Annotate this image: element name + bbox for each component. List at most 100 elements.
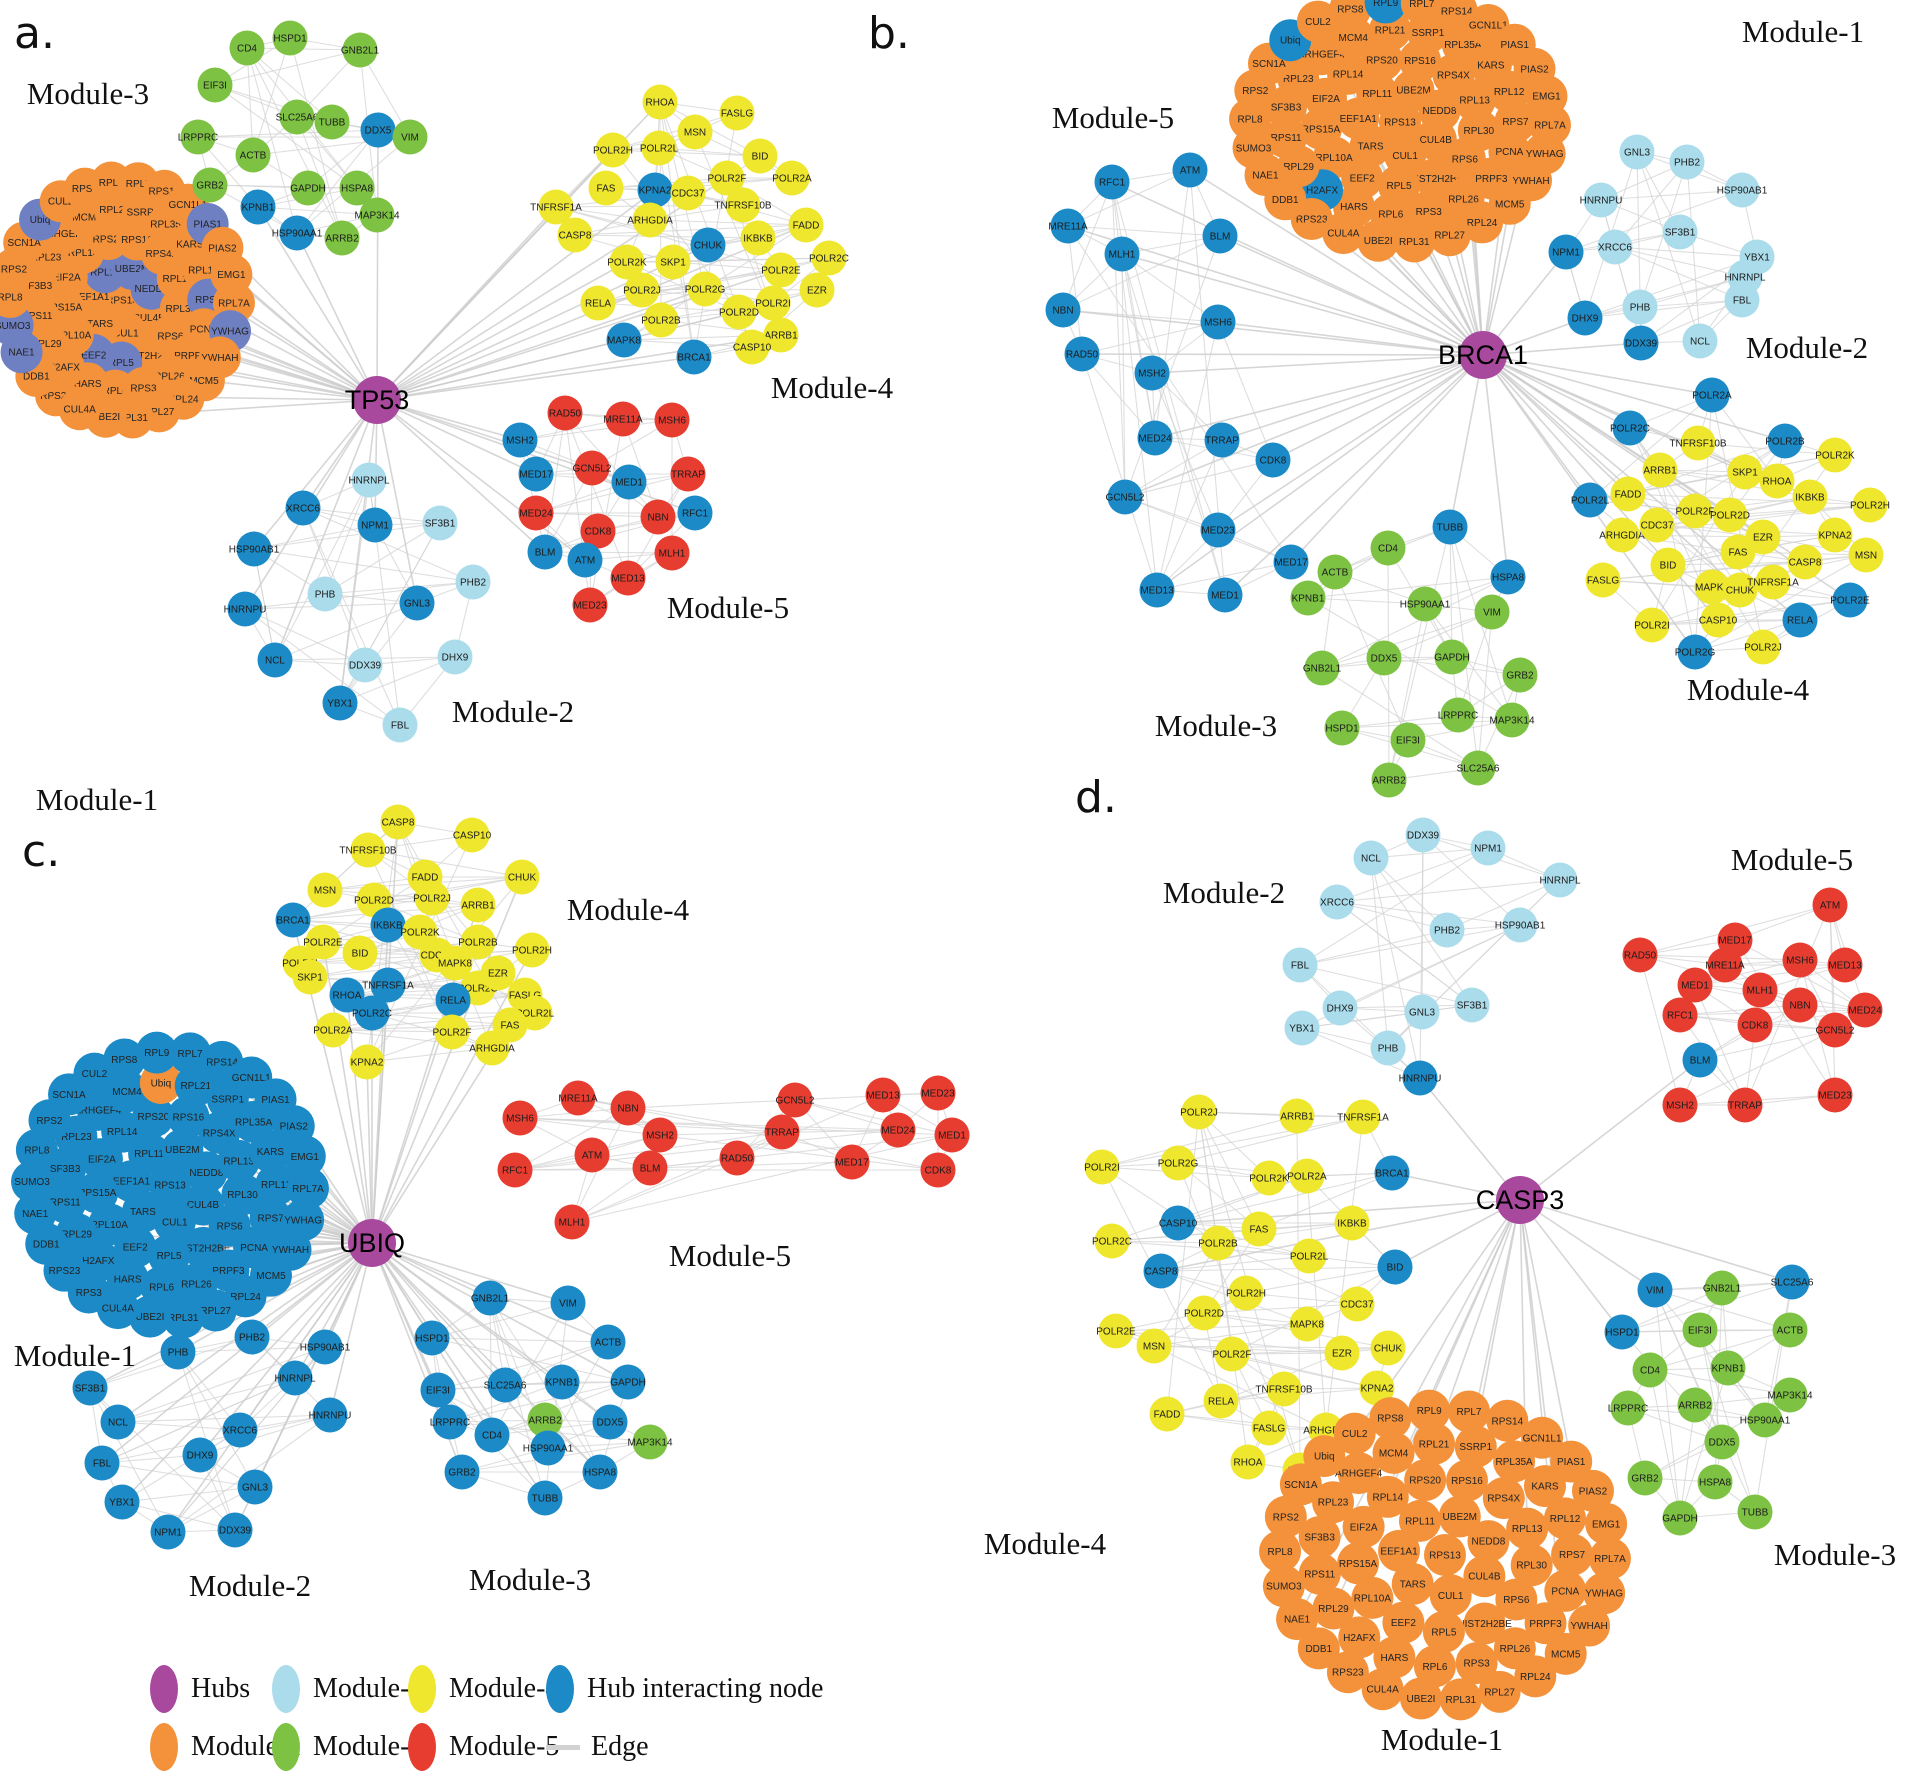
node-EIF2A[interactable]: EIF2A bbox=[1342, 1505, 1385, 1548]
node-NAE1[interactable]: NAE1 bbox=[14, 1192, 57, 1235]
node-CUL4B[interactable]: CUL4B bbox=[1463, 1555, 1506, 1598]
node-MSH2[interactable]: MSH2 bbox=[502, 422, 538, 458]
node-RPL12[interactable]: RPL12 bbox=[255, 1163, 298, 1206]
node-CUL4A[interactable]: CUL4A bbox=[1322, 212, 1365, 255]
node-BLM[interactable]: BLM bbox=[632, 1150, 668, 1186]
node-PHB2[interactable]: PHB2 bbox=[1669, 144, 1705, 180]
node-GNB2L1[interactable]: GNB2L1 bbox=[1703, 1270, 1742, 1306]
node-MED17[interactable]: MED17 bbox=[1273, 544, 1309, 580]
node-RPL35A[interactable]: RPL35A bbox=[1493, 1440, 1536, 1483]
node-GRB2[interactable]: GRB2 bbox=[1502, 657, 1538, 693]
node-POLR2D[interactable]: POLR2D bbox=[1184, 1295, 1224, 1331]
node-NEDD8[interactable]: NEDD8 bbox=[1467, 1520, 1510, 1563]
node-KPNA2[interactable]: KPNA2 bbox=[349, 1044, 385, 1080]
node-ACTB[interactable]: ACTB bbox=[1772, 1312, 1808, 1348]
node-FAS[interactable]: FAS bbox=[1241, 1211, 1277, 1247]
node-ARHGEF4[interactable]: ARHGEF4 bbox=[1335, 1452, 1383, 1495]
hub-BRCA1[interactable]: BRCA1 bbox=[1438, 331, 1528, 379]
node-CUL4A[interactable]: CUL4A bbox=[1361, 1668, 1404, 1711]
node-ARRB2[interactable]: ARRB2 bbox=[324, 220, 360, 256]
node-HNRNPL[interactable]: HNRNPL bbox=[348, 462, 390, 498]
node-ARHGDIA[interactable]: ARHGDIA bbox=[469, 1030, 515, 1066]
node-POLR2J[interactable]: POLR2J bbox=[413, 880, 451, 916]
node-ARRB1[interactable]: ARRB1 bbox=[1279, 1098, 1315, 1134]
node-POLR2F[interactable]: POLR2F bbox=[1213, 1336, 1252, 1372]
node-BID[interactable]: BID bbox=[1377, 1249, 1413, 1285]
node-POLR2B[interactable]: POLR2B bbox=[1198, 1225, 1238, 1261]
node-MED1[interactable]: MED1 bbox=[934, 1117, 970, 1153]
node-EEF1A1[interactable]: EEF1A1 bbox=[1378, 1529, 1421, 1572]
node-CUL1[interactable]: CUL1 bbox=[1429, 1574, 1472, 1617]
node-BID[interactable]: BID bbox=[1650, 547, 1686, 583]
node-KPNA2[interactable]: KPNA2 bbox=[637, 172, 673, 208]
node-CASP8[interactable]: CASP8 bbox=[1143, 1253, 1179, 1289]
node-RELA[interactable]: RELA bbox=[1203, 1383, 1239, 1419]
node-SUMO3[interactable]: SUMO3 bbox=[11, 1160, 54, 1203]
node-HSP90AA1[interactable]: HSP90AA1 bbox=[523, 1430, 574, 1466]
node-MED17[interactable]: MED17 bbox=[834, 1144, 870, 1180]
node-POLR2L[interactable]: POLR2L bbox=[640, 130, 679, 166]
node-RPS14[interactable]: RPS14 bbox=[1486, 1399, 1529, 1442]
node-RPL9[interactable]: RPL9 bbox=[1364, 0, 1407, 24]
node-NPM1[interactable]: NPM1 bbox=[1548, 234, 1584, 270]
node-RAD50[interactable]: RAD50 bbox=[719, 1140, 755, 1176]
node-TNFRSF1A[interactable]: TNFRSF1A bbox=[362, 967, 414, 1003]
node-DDB1[interactable]: DDB1 bbox=[1297, 1627, 1340, 1670]
node-RPL31[interactable]: RPL31 bbox=[1393, 220, 1436, 263]
node-GCN5L2[interactable]: GCN5L2 bbox=[1816, 1012, 1855, 1048]
node-POLR2E[interactable]: POLR2E bbox=[1096, 1313, 1136, 1349]
node-ATM[interactable]: ATM bbox=[1172, 152, 1208, 188]
node-FASLG[interactable]: FASLG bbox=[719, 95, 755, 131]
node-BLM[interactable]: BLM bbox=[527, 534, 563, 570]
node-RPL8[interactable]: RPL8 bbox=[1259, 1530, 1302, 1573]
node-FBL[interactable]: FBL bbox=[382, 707, 418, 743]
node-YWHAG[interactable]: YWHAG bbox=[1583, 1572, 1626, 1615]
node-VIM[interactable]: VIM bbox=[392, 119, 428, 155]
node-SF3B1[interactable]: SF3B1 bbox=[1454, 987, 1490, 1023]
node-HSPD1[interactable]: HSPD1 bbox=[1604, 1314, 1640, 1350]
node-RPL6[interactable]: RPL6 bbox=[1413, 1645, 1456, 1688]
node-PIAS1[interactable]: PIAS1 bbox=[1550, 1440, 1593, 1483]
node-RFC1[interactable]: RFC1 bbox=[1662, 997, 1698, 1033]
node-ARRB2[interactable]: ARRB2 bbox=[527, 1402, 563, 1438]
node-MAP3K14[interactable]: MAP3K14 bbox=[1767, 1377, 1813, 1413]
node-HSPD1[interactable]: HSPD1 bbox=[414, 1320, 450, 1356]
node-BID[interactable]: BID bbox=[342, 935, 378, 971]
node-RELA[interactable]: RELA bbox=[435, 982, 471, 1018]
node-MAP3K14[interactable]: MAP3K14 bbox=[627, 1424, 673, 1460]
node-RHOA[interactable]: RHOA bbox=[642, 84, 678, 120]
node-ARRB1[interactable]: ARRB1 bbox=[1642, 452, 1678, 488]
node-POLR2C[interactable]: POLR2C bbox=[352, 995, 392, 1031]
node-MSH2[interactable]: MSH2 bbox=[642, 1117, 678, 1153]
node-MSN[interactable]: MSN bbox=[1136, 1328, 1172, 1364]
node-EIF3I[interactable]: EIF3I bbox=[1390, 722, 1426, 758]
node-POLR2K[interactable]: POLR2K bbox=[1815, 437, 1855, 473]
node-RPS7[interactable]: RPS7 bbox=[1551, 1533, 1594, 1576]
node-ATM[interactable]: ATM bbox=[574, 1137, 610, 1173]
node-RPS15A[interactable]: RPS15A bbox=[1337, 1542, 1380, 1585]
node-HARS[interactable]: HARS bbox=[1373, 1636, 1416, 1679]
node-CDC37[interactable]: CDC37 bbox=[670, 175, 706, 211]
node-RPL27[interactable]: RPL27 bbox=[1428, 214, 1471, 257]
node-CD4[interactable]: CD4 bbox=[474, 1417, 510, 1453]
node-MSH2[interactable]: MSH2 bbox=[1134, 355, 1170, 391]
node-NPM1[interactable]: NPM1 bbox=[357, 507, 393, 543]
node-POLR2H[interactable]: POLR2H bbox=[512, 932, 552, 968]
node-RPL5[interactable]: RPL5 bbox=[148, 1234, 191, 1277]
node-ARRB1[interactable]: ARRB1 bbox=[460, 887, 496, 923]
node-MSN[interactable]: MSN bbox=[677, 114, 713, 150]
node-FASLG[interactable]: FASLG bbox=[1251, 1410, 1287, 1446]
node-POLR2C[interactable]: POLR2C bbox=[1092, 1223, 1132, 1259]
node-MCM5[interactable]: MCM5 bbox=[1544, 1632, 1587, 1675]
node-SF3B3[interactable]: SF3B3 bbox=[1298, 1516, 1341, 1559]
node-IKBKB[interactable]: IKBKB bbox=[1792, 479, 1828, 515]
node-GNL3[interactable]: GNL3 bbox=[1404, 994, 1440, 1030]
node-ACTB[interactable]: ACTB bbox=[235, 137, 271, 173]
node-CDK8[interactable]: CDK8 bbox=[920, 1152, 956, 1188]
node-NBN[interactable]: NBN bbox=[1782, 987, 1818, 1023]
node-KPNB1[interactable]: KPNB1 bbox=[240, 189, 276, 225]
node-CHUK[interactable]: CHUK bbox=[504, 859, 540, 895]
node-HIST2H2BE[interactable]: HIST2H2BE bbox=[1457, 1602, 1512, 1645]
node-SLC25A6[interactable]: SLC25A6 bbox=[1457, 750, 1500, 786]
node-GCN1L1[interactable]: GCN1L1 bbox=[1521, 1416, 1564, 1459]
